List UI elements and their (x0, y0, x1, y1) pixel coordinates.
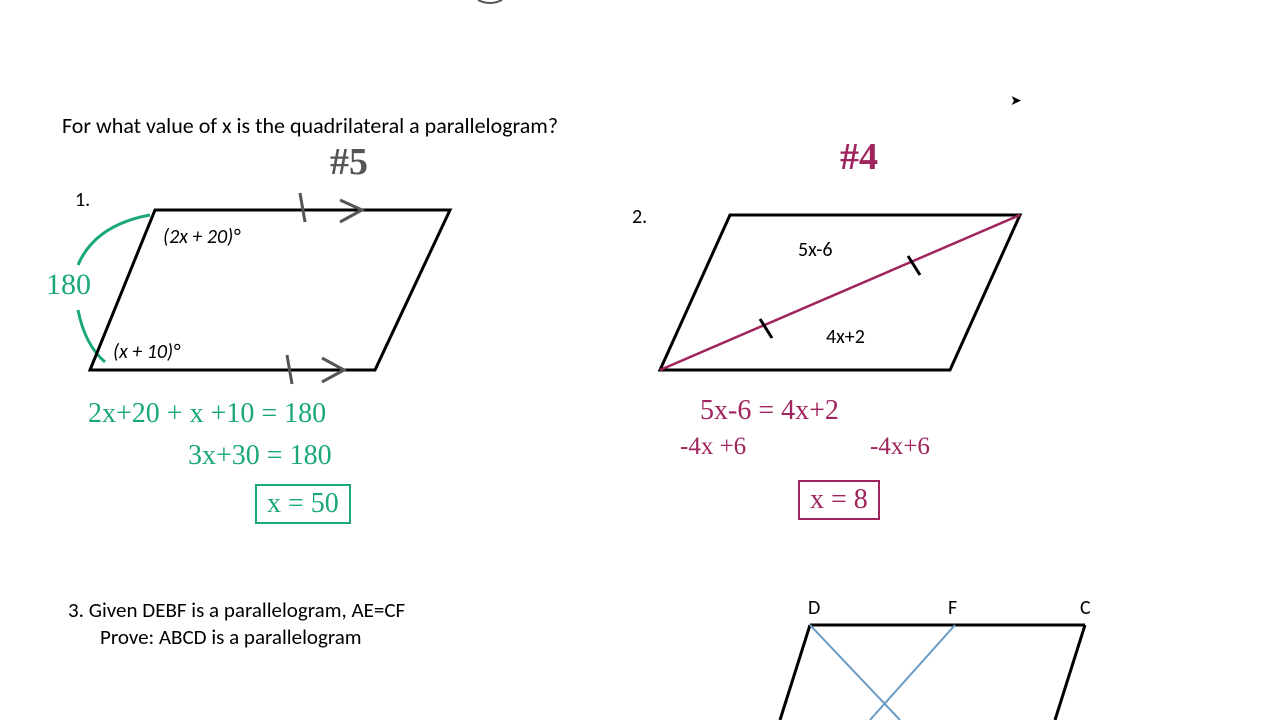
top-mark (0, 0, 1280, 20)
p3-label-F: F (948, 596, 957, 620)
p3-label-C: C (1080, 596, 1091, 620)
cursor-icon: ➤ (1010, 92, 1022, 109)
p3-label-D: D (808, 596, 820, 620)
